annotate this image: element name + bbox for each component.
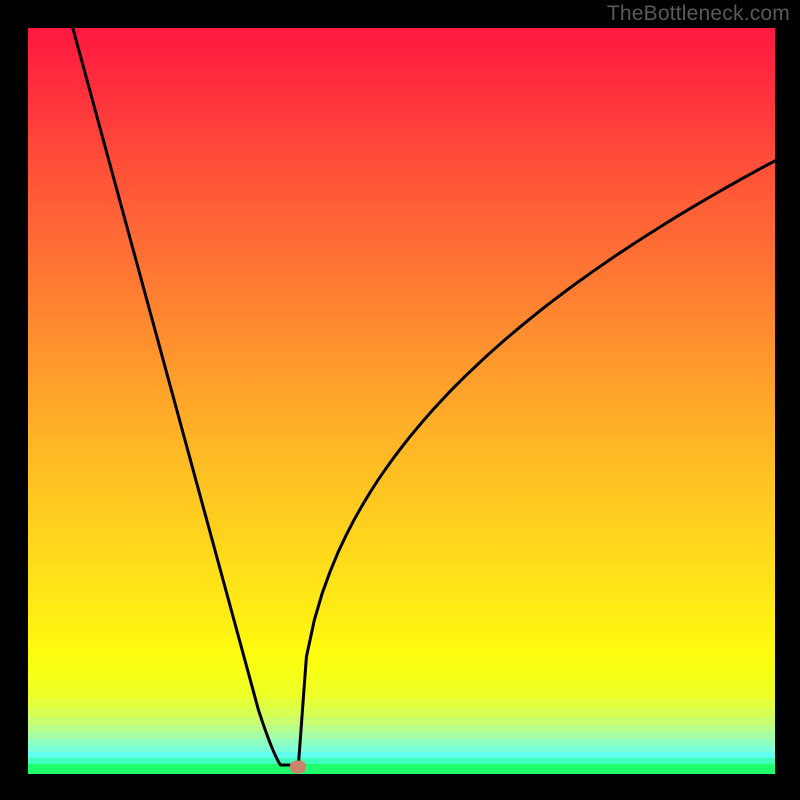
curve-path xyxy=(73,28,775,765)
chart-frame: TheBottleneck.com xyxy=(0,0,800,800)
bottleneck-curve xyxy=(28,28,775,774)
current-point-marker xyxy=(290,760,306,773)
plot-area xyxy=(28,28,775,774)
watermark-text: TheBottleneck.com xyxy=(607,2,790,26)
